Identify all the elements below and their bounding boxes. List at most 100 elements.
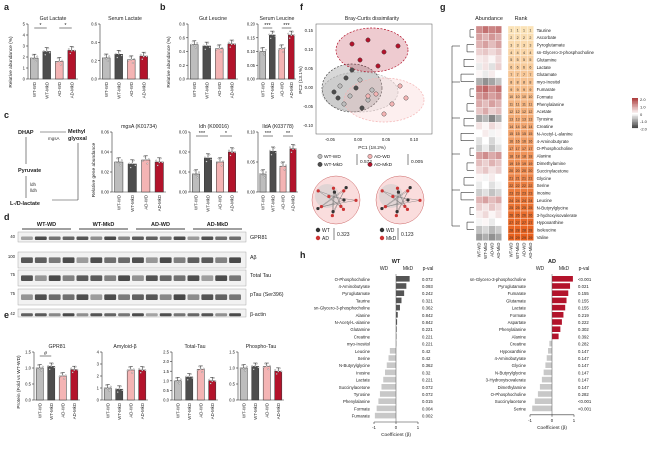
- panel-c-mgsa-point: [147, 158, 150, 161]
- panel-b-gut-leucine-x-label: AD-WD: [217, 82, 222, 97]
- panel-e-0-point: [51, 362, 54, 365]
- panel-b-serum-leucine-x-label: WT-WD: [260, 82, 265, 97]
- heatmap-col-label: AD-WD: [490, 243, 495, 257]
- heatmap-legend-gradient: [632, 111, 638, 114]
- panel-e-2-point: [209, 382, 212, 385]
- regression-ad-pvalue: 0.219: [578, 313, 589, 318]
- panel-letter-a: a: [4, 2, 10, 12]
- regression-ad-pvalue: 0.155: [578, 291, 589, 296]
- heatmap-legend-tick: 2.0: [640, 97, 646, 102]
- blot-band: [145, 257, 158, 263]
- heatmap-cell: [482, 181, 489, 189]
- panel-b-gut-leucine-point: [190, 43, 193, 46]
- panel-e-3-point: [254, 365, 257, 367]
- panel-e-2-title: Total-Tau: [184, 344, 205, 350]
- blot-band: [62, 257, 75, 263]
- heatmap-cell: [482, 85, 489, 93]
- heatmap-cell: [475, 129, 483, 138]
- heatmap-cell: [495, 173, 502, 182]
- regression-wt-bar: [389, 348, 396, 354]
- network-genotype-node: [342, 198, 346, 202]
- regression-ad-pvalue: 0.392: [578, 334, 589, 339]
- rank-cell-label: 20: [528, 169, 532, 173]
- pcoa-legend-label: AD-WD: [374, 154, 391, 160]
- regression-ad-bar: [548, 348, 552, 354]
- panel-b-gut-leucine-point: [193, 44, 196, 47]
- blot-band: [187, 275, 200, 281]
- panel-c-mgsa-point: [144, 159, 147, 161]
- heatmap-row-label: Valine: [537, 235, 549, 240]
- blot-band: [132, 313, 144, 317]
- regression-ad-xlabel: Coefficient (β): [537, 425, 567, 431]
- rank-cell-label: 12: [528, 110, 532, 114]
- regression-wt-bar: [396, 276, 410, 282]
- panel-e-2-x-label: AD-MkD: [210, 403, 215, 419]
- panel-e-1-point: [142, 366, 145, 368]
- panel-b-serum-leucine-point: [258, 50, 261, 53]
- heatmap-legend-gradient: [632, 116, 638, 118]
- panel-a-gut-lactate-bar: [67, 50, 76, 80]
- rank-cell-label: 4: [510, 51, 512, 55]
- panel-e-1-point: [105, 384, 108, 386]
- heatmap-cell: [488, 210, 496, 219]
- pcoa-xtick: -0.05: [325, 137, 335, 142]
- panel-c-mgsa-ytick-label: 0.00: [101, 190, 110, 195]
- network-diet-legend-swatch: [379, 235, 385, 241]
- heatmap-cell: [482, 173, 489, 182]
- panel-c-llda-bar: [289, 148, 297, 193]
- heatmap-legend-gradient: [632, 101, 638, 103]
- rank-cell-label: 27: [516, 221, 520, 225]
- rank-cell-label: 15: [528, 132, 532, 136]
- regression-wt-pvalue: 0.362: [422, 306, 433, 311]
- panel-e-1-point: [126, 369, 129, 372]
- regression-ad-pvalue: 0.147: [578, 363, 589, 368]
- heatmap-legend-gradient: [632, 126, 638, 129]
- heatmap-cell: [482, 92, 489, 101]
- panel-b-gut-leucine-point: [196, 42, 199, 44]
- blot-band: [173, 236, 186, 240]
- regression-ad-bar: [552, 290, 569, 296]
- rank-cell-label: 12: [509, 110, 513, 114]
- panel-c-ldh-point: [198, 171, 200, 174]
- regression-wt-row-label: Alanine: [356, 313, 371, 318]
- network-diet-node: [391, 194, 395, 199]
- regression-ad-row-label: Hypoxanthine: [500, 349, 527, 354]
- panel-a-gut-lactate-point: [59, 63, 62, 66]
- panel-c-ldh-point: [208, 153, 211, 156]
- panel-e-1-x-label: AD-WD: [128, 403, 133, 418]
- blot-band: [132, 236, 144, 240]
- panel-e-2-point: [211, 380, 214, 383]
- rank-cell-label: 5: [517, 58, 519, 62]
- rank-cell-label: 1: [517, 29, 519, 33]
- heatmap-cell: [495, 159, 502, 167]
- heatmap-row-label: Creatine: [537, 124, 554, 129]
- rank-cell-label: 21: [522, 177, 526, 181]
- panel-a-gut-lactate-ytick-label: 4: [23, 33, 26, 38]
- network-diet-node: [406, 198, 410, 202]
- panel-a-gut-lactate-point: [36, 55, 39, 58]
- heatmap-col-label: AD-MkD: [496, 243, 501, 259]
- rank-cell-label: 18: [522, 154, 526, 158]
- regression-wt-row-label: N-Butyrylglycine: [339, 363, 371, 368]
- panel-e-0-point: [73, 369, 76, 371]
- panel-c-ldh-point: [210, 158, 212, 161]
- panel-b-gut-leucine-bar: [227, 43, 236, 80]
- blot-group-label: WT-MkD: [93, 222, 115, 228]
- panel-e-0-sig-mark: #: [44, 351, 48, 357]
- panel-b-gut-leucine-x-label: WT-MkD: [204, 82, 209, 99]
- regression-ad-bar: [552, 276, 573, 282]
- rank-cell-label: 16: [509, 140, 513, 144]
- rank-cell-label: 28: [522, 228, 526, 232]
- regression-wt-pvalue: 0.321: [422, 298, 433, 303]
- panel-c-mgsa-point: [156, 164, 159, 167]
- pcoa-frame: [315, 23, 433, 135]
- network-genotype-legend-label: WT: [322, 228, 330, 234]
- regression-ad-row-label: Succinylacetone: [495, 399, 527, 404]
- panel-b-gut-leucine-point: [230, 43, 233, 46]
- rank-cell-label: 24: [509, 199, 513, 203]
- panel-b-serum-leucine-point: [272, 30, 275, 33]
- panel-e-1-point: [115, 387, 118, 390]
- panel-b-gut-leucine-ytick-label: 0.8: [179, 22, 185, 27]
- blot-band: [132, 275, 144, 281]
- panel-e-1-point: [141, 369, 144, 372]
